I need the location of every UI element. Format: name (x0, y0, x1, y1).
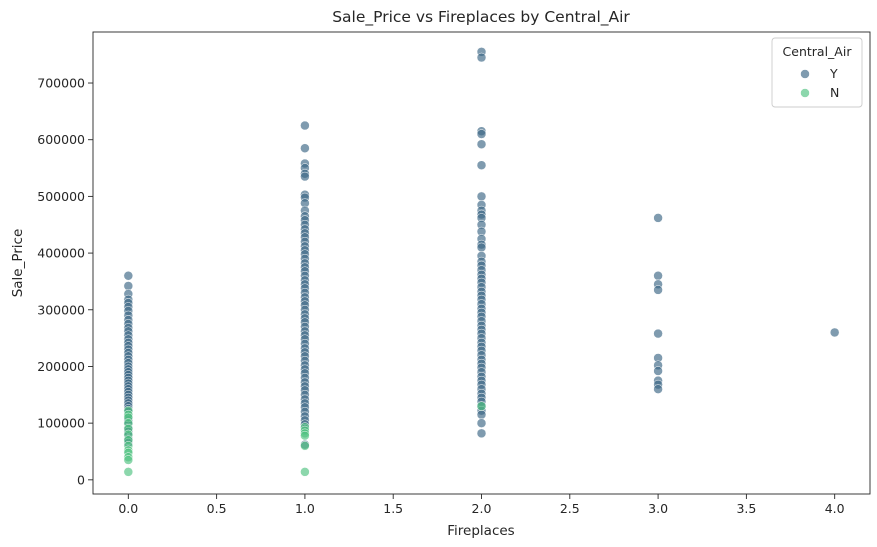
legend-marker-n (800, 88, 810, 98)
point-y-167 (653, 285, 663, 295)
point-n-16 (300, 430, 310, 441)
legend-title: Central_Air (783, 44, 853, 59)
point-y-162 (476, 418, 487, 428)
point-n-18 (300, 467, 310, 477)
legend-marker-y (800, 69, 810, 79)
chart-title: Sale_Price vs Fireplaces by Central_Air (332, 8, 630, 27)
point-n-17 (300, 441, 310, 451)
y-tick-label: 700000 (37, 76, 85, 91)
y-tick-label: 100000 (37, 416, 85, 431)
legend-label-y: Y (829, 66, 838, 81)
point-n-12 (123, 467, 134, 477)
point-y-114 (476, 191, 487, 202)
point-y-163 (476, 428, 487, 439)
y-tick-label: 400000 (37, 246, 85, 261)
legend-label-n: N (830, 85, 839, 100)
point-y-1 (123, 281, 134, 291)
y-tick-label: 300000 (37, 302, 85, 317)
point-y-112 (476, 139, 487, 149)
x-tick-label: 1.5 (383, 501, 403, 516)
point-n-19 (476, 401, 487, 411)
point-y-46 (300, 120, 310, 131)
point-y-113 (476, 160, 487, 170)
y-tick-label: 600000 (37, 132, 85, 147)
y-axis-label: Sale_Price (10, 229, 26, 298)
point-y-111 (476, 129, 487, 139)
y-tick-label: 0 (77, 472, 85, 487)
point-y-109 (476, 52, 487, 63)
x-tick-label: 0.0 (118, 501, 138, 516)
point-y-168 (653, 328, 663, 339)
point-y-175 (829, 327, 840, 338)
legend: Central_Air Y N (771, 37, 863, 108)
x-tick-label: 3.0 (648, 501, 668, 516)
x-tick-label: 1.0 (295, 501, 315, 516)
point-y-171 (653, 366, 663, 376)
x-tick-label: 2.0 (472, 501, 492, 516)
points-layer (123, 47, 840, 477)
axes: 0.0 0.5 1.0 1.5 2.0 2.5 3.0 3.5 4.0 0 100000 200000… (37, 76, 844, 516)
point-y-161 (476, 409, 487, 420)
point-y-164 (653, 213, 663, 223)
point-n-11 (123, 455, 134, 465)
point-y-47 (300, 143, 310, 153)
x-tick-label: 2.5 (560, 501, 580, 516)
x-tick-label: 0.5 (207, 501, 227, 516)
point-y-0 (123, 271, 134, 281)
legend-frame (771, 37, 863, 108)
plot-frame (92, 31, 871, 495)
point-y-123 (476, 242, 487, 253)
point-y-165 (653, 271, 663, 281)
x-axis-label: Fireplaces (447, 523, 514, 539)
y-tick-label: 200000 (37, 359, 85, 374)
point-y-174 (653, 384, 663, 394)
x-tick-label: 4.0 (825, 501, 845, 516)
point-y-51 (300, 171, 310, 182)
x-tick-label: 3.5 (736, 501, 756, 516)
y-tick-label: 500000 (37, 189, 85, 204)
